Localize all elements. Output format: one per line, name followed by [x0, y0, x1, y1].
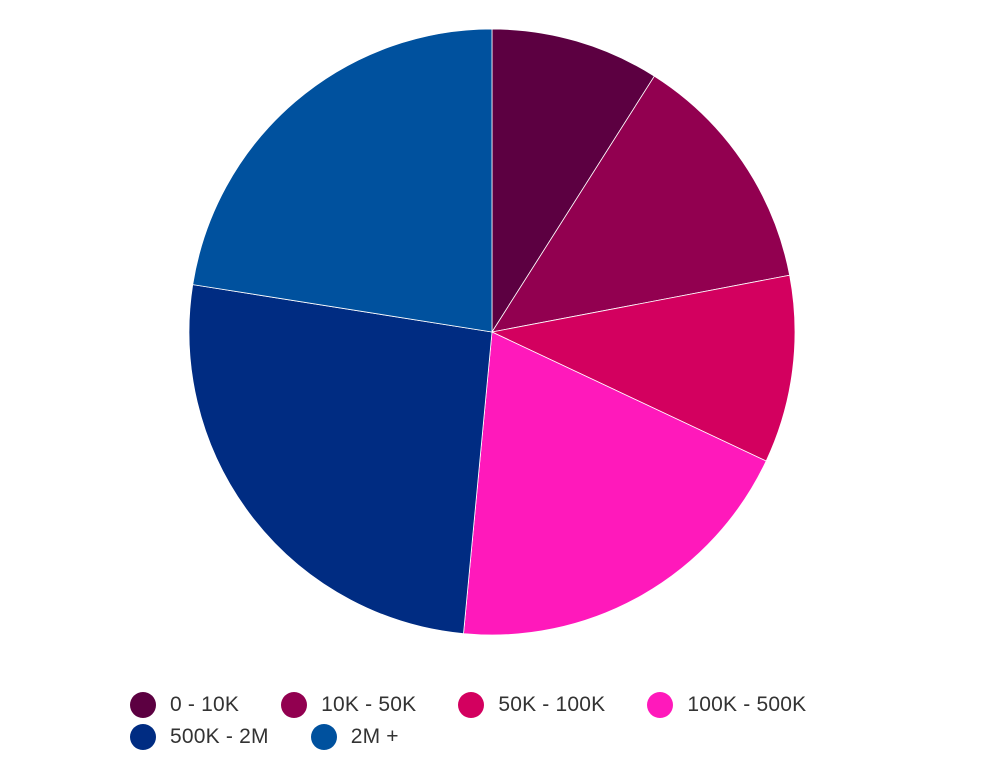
chart-legend: 0 - 10K 10K - 50K 50K - 100K 100K - 500K 500…	[130, 690, 890, 752]
legend-item-1[interactable]: 10K - 50K	[281, 690, 416, 720]
pie-slice-2[interactable]	[490, 274, 796, 462]
legend-swatch-icon	[458, 692, 485, 718]
pie-slice-5[interactable]	[192, 28, 493, 333]
legend-label: 50K - 100K	[498, 693, 606, 716]
legend-item-3[interactable]: 100K - 500K	[647, 690, 806, 720]
legend-swatch-icon	[310, 724, 337, 750]
legend-label: 2M +	[350, 725, 399, 748]
legend-swatch-icon	[130, 692, 156, 718]
pie-slice-4[interactable]	[188, 284, 493, 635]
legend-label: 0 - 10K	[170, 693, 240, 716]
pie-slice-0[interactable]	[491, 28, 655, 334]
legend-item-0[interactable]: 0 - 10K	[130, 690, 239, 720]
legend-label: 10K - 50K	[321, 693, 417, 716]
legend-label: 100K - 500K	[687, 693, 807, 716]
pie-chart	[188, 28, 796, 636]
pie-slice-3[interactable]	[463, 331, 767, 636]
legend-swatch-icon	[647, 692, 674, 718]
legend-item-2[interactable]: 50K - 100K	[458, 690, 605, 720]
legend-swatch-icon	[130, 724, 156, 750]
pie-slice-1[interactable]	[491, 75, 791, 333]
legend-item-5[interactable]: 2M +	[310, 722, 399, 752]
legend-swatch-icon	[281, 692, 308, 718]
legend-item-4[interactable]: 500K - 2M	[130, 722, 269, 752]
legend-label: 500K - 2M	[170, 725, 269, 748]
